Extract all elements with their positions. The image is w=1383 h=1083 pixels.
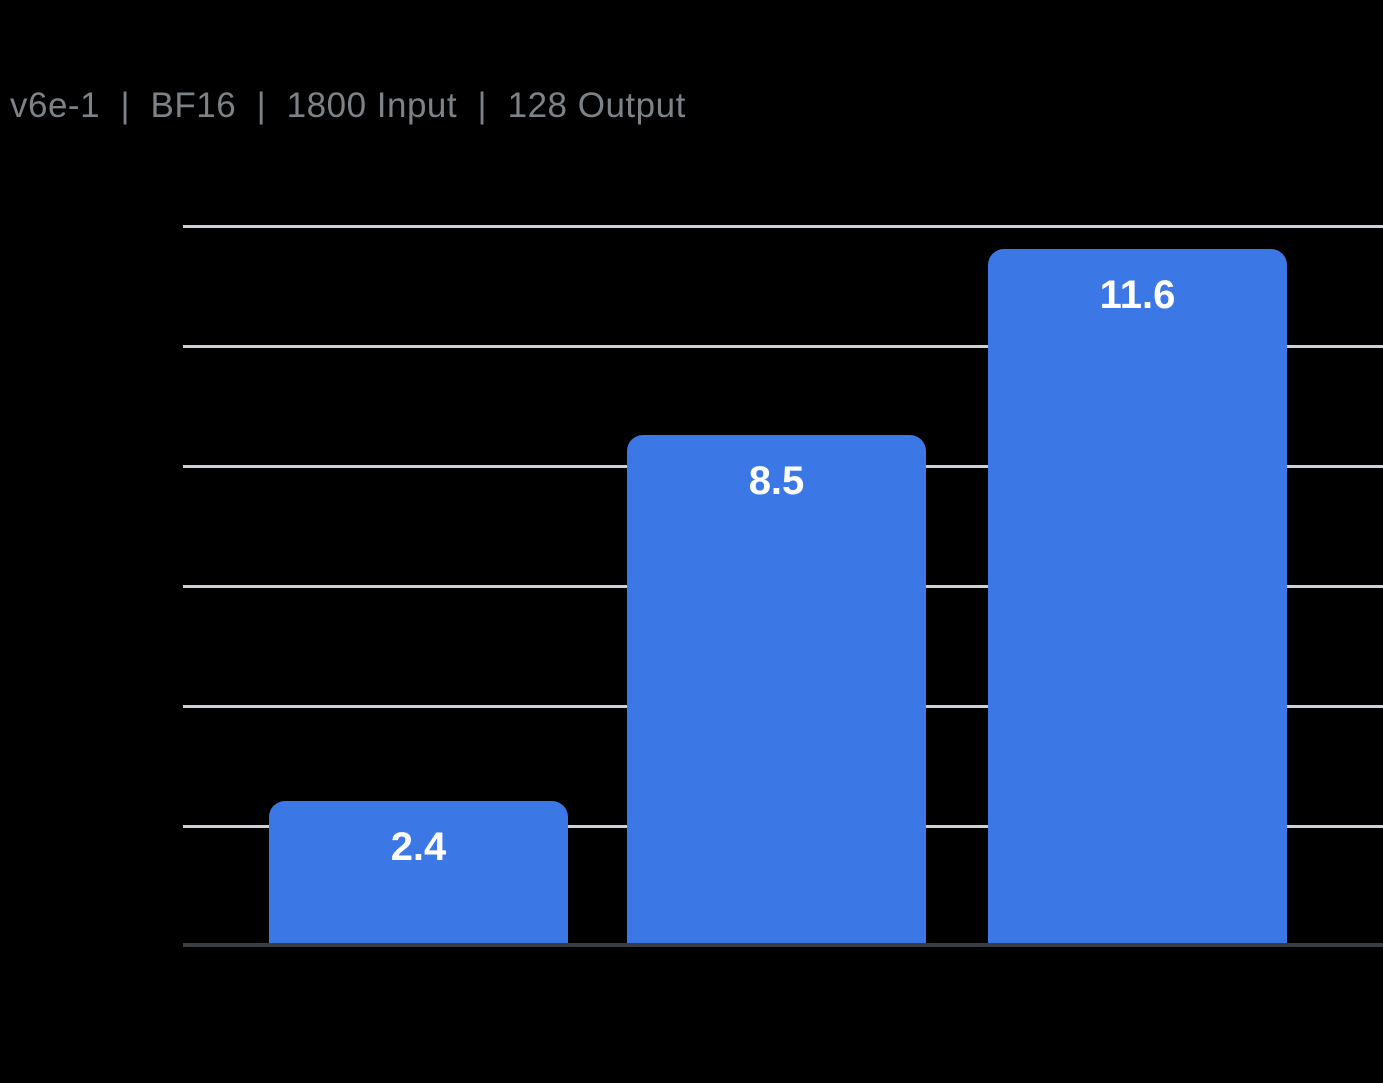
- bar-value-label: 11.6: [1099, 273, 1176, 317]
- bar: 2.4: [269, 801, 568, 945]
- x-axis-line: [183, 943, 1383, 947]
- bar: 8.5: [627, 435, 926, 945]
- bar-value-label: 8.5: [748, 459, 805, 503]
- plot-area: 2.4 8.5 11.6: [183, 225, 1383, 947]
- chart-title: v6e-1 | BF16 | 1800 Input | 128 Output: [10, 86, 686, 125]
- bar-value-label: 2.4: [390, 825, 447, 869]
- gridline: [183, 345, 1383, 348]
- bar: 11.6: [988, 249, 1287, 945]
- bar-layer: 2.4 8.5 11.6: [183, 225, 1383, 945]
- gridline: [183, 225, 1383, 228]
